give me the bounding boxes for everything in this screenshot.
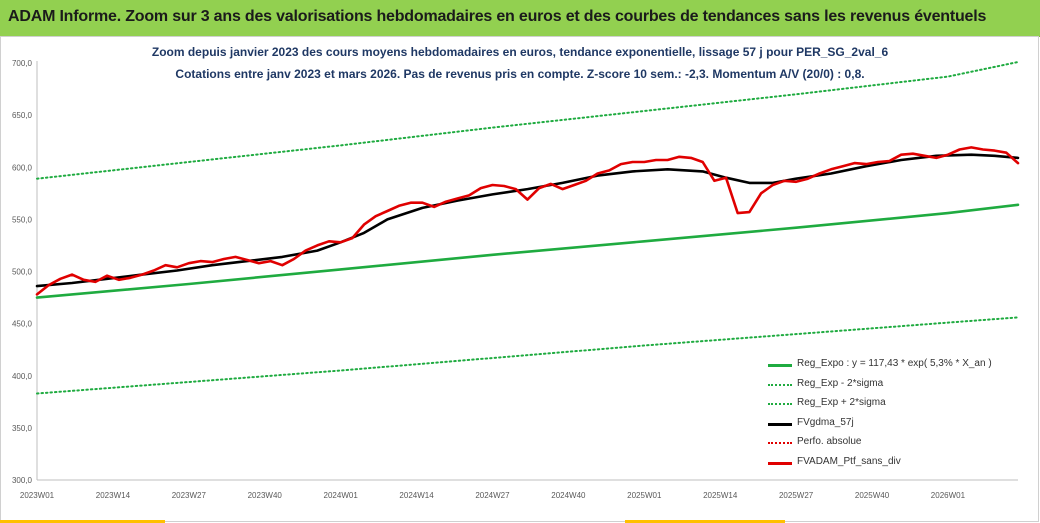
legend-label: FVgdma_57j [797,416,854,428]
x-tick-label: 2025W40 [855,491,890,500]
x-tick-label: 2023W40 [248,491,283,500]
legend-label: Reg_Expo : y = 117,43 * exp( 5,3% * X_an… [797,358,992,369]
legend-item: Reg_Exp + 2*sigma [768,395,1018,415]
chart-subtitle: Cotations entre janv 2023 et mars 2026. … [175,67,865,81]
series-line-fvadam-ptf-sans-div [35,146,1020,296]
legend-item: FVgdma_57j [768,415,1018,435]
report-header: ADAM Informe. Zoom sur 3 ans des valoris… [0,0,1040,37]
legend-swatch [768,364,792,367]
x-tick-label: 2023W01 [20,491,55,500]
x-tick-label: 2023W27 [172,491,207,500]
series-line-reg-exp-2-sigma [36,316,1019,395]
x-tick-label: 2025W01 [627,491,662,500]
x-tick-label: 2026W01 [931,491,966,500]
y-tick-label: 450,0 [12,320,33,329]
legend-item: FVADAM_Ptf_sans_div [768,454,1018,474]
x-tick-label: 2024W14 [399,491,434,500]
x-tick-label: 2024W01 [324,491,359,500]
y-tick-label: 700,0 [12,59,33,68]
chart-title: Zoom depuis janvier 2023 des cours moyen… [151,45,889,59]
y-tick-label: 550,0 [12,215,33,224]
x-tick-label: 2024W27 [475,491,510,500]
legend-label: Reg_Exp + 2*sigma [797,397,886,409]
x-tick-label: 2023W14 [96,491,131,500]
chart-series [35,61,1020,395]
x-tick-label: 2024W40 [551,491,586,500]
accent-bar [625,520,785,523]
y-tick-label: 400,0 [12,372,33,381]
x-tick-label: 2025W14 [703,491,738,500]
chart-frame [0,36,1039,522]
legend-item: Perfo. absolue [768,434,1018,454]
legend-label: Perfo. absolue [797,436,862,448]
chart-legend: Reg_Expo : y = 117,43 * exp( 5,3% * X_an… [768,356,1018,474]
legend-item: Reg_Exp - 2*sigma [768,376,1018,396]
legend-swatch [768,461,792,465]
y-tick-label: 600,0 [12,163,33,172]
accent-bar [0,520,165,523]
legend-label: FVADAM_Ptf_sans_div [797,455,901,467]
legend-label: Reg_Exp - 2*sigma [797,377,884,389]
series-line-reg-exp-2-sigma [36,61,1019,180]
y-tick-label: 350,0 [12,424,33,433]
legend-swatch [768,422,792,426]
legend-swatch [768,442,792,445]
legend-swatch [768,383,792,386]
y-tick-label: 300,0 [12,476,33,485]
series-line-reg-expo-y-117-43-exp-5-3-x-an [35,203,1020,299]
legend-item: Reg_Expo : y = 117,43 * exp( 5,3% * X_an… [768,356,1018,376]
x-tick-label: 2025W27 [779,491,814,500]
y-tick-label: 500,0 [12,268,33,277]
y-tick-label: 650,0 [12,111,33,120]
chart-axes: 300,0 350,0 400,0 450,0 500,0 550,0 600,0 650,0… [12,59,1018,500]
legend-swatch [768,403,792,406]
report-title: ADAM Informe. Zoom sur 3 ans des valoris… [8,8,987,25]
